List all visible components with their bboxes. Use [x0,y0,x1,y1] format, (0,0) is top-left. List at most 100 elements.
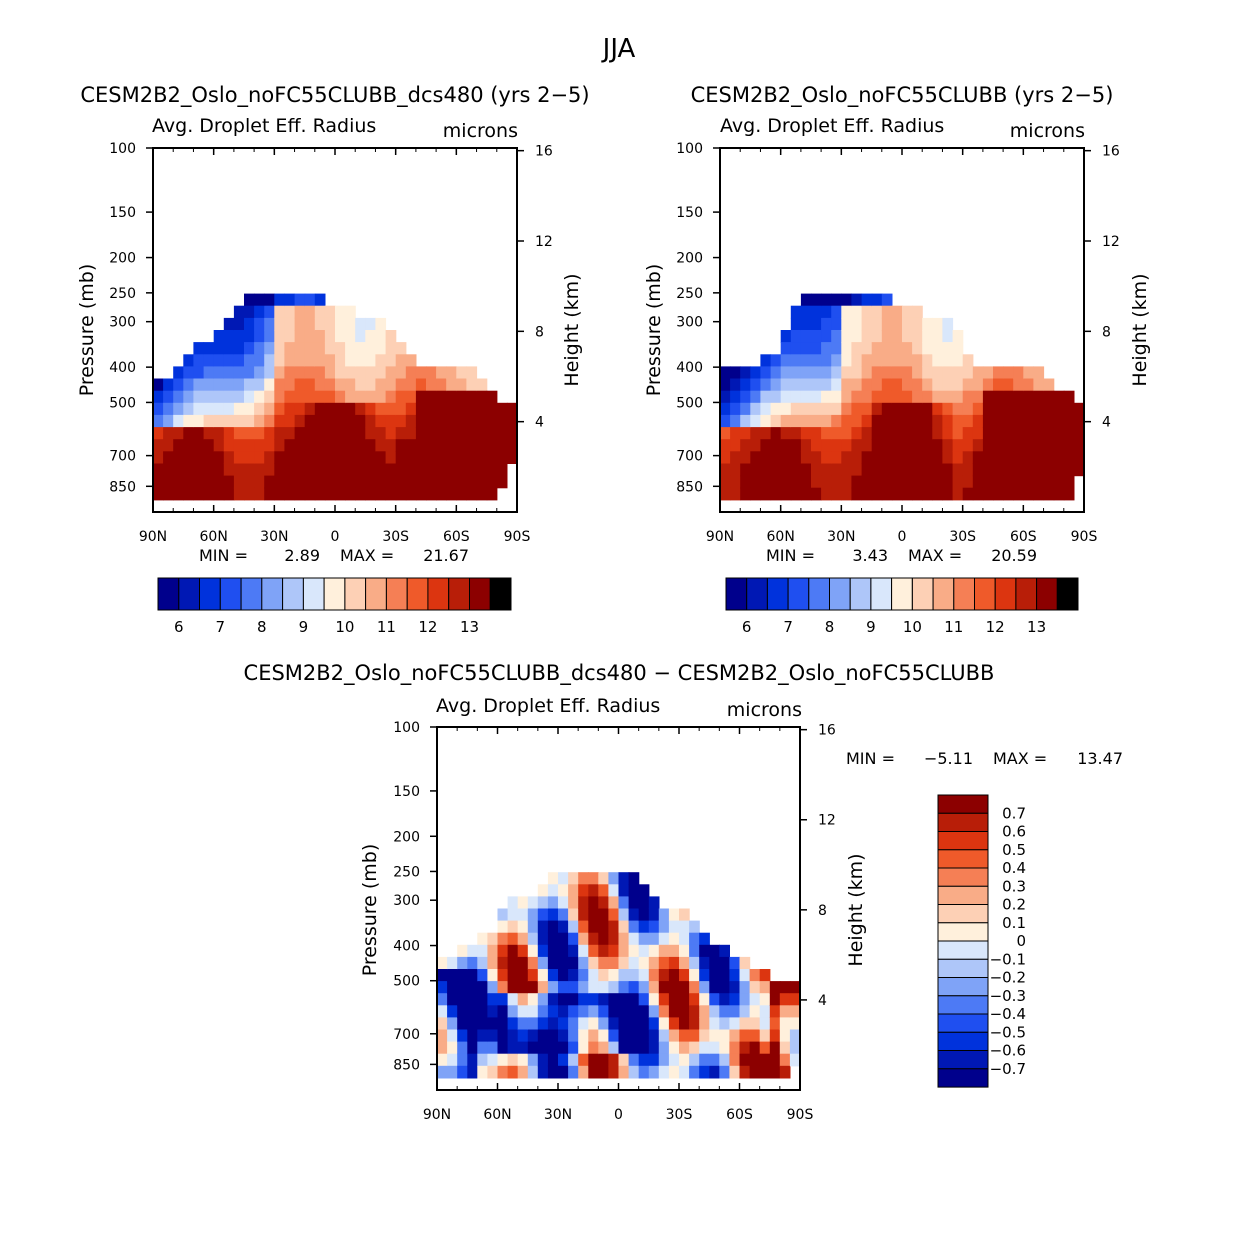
y2-tick-label: 16 [818,723,836,739]
field-cell [304,305,316,319]
field-cell [405,487,417,501]
field-cell [1033,463,1045,477]
field-cell [223,427,235,440]
field-cell [972,451,984,464]
field-cell [841,317,852,331]
field-cell [527,956,539,970]
field-cell [709,944,720,958]
field-cell [294,378,306,392]
field-cell [254,451,265,464]
field-cell [578,993,589,1006]
field-cell [668,1041,680,1055]
field-cell [153,402,164,416]
field-cell [952,330,964,343]
field-cell [1063,414,1075,428]
field-cell [780,378,792,392]
field-cell [841,293,852,307]
field-cell [365,439,376,452]
field-cell [1033,487,1045,501]
field-cell [790,414,802,428]
field-cell [689,956,700,970]
field-cell [467,1065,478,1079]
field-cell [719,993,730,1006]
colorbar-box [937,922,989,942]
field-cell [871,402,883,416]
field-cell [486,402,498,416]
field-cell [294,463,306,477]
field-cell [558,1017,569,1031]
y-tick-label: 200 [676,251,703,267]
field-cell [355,439,366,452]
field-cell [233,402,245,416]
field-cell [932,427,943,440]
field-cell [779,993,791,1006]
field-cell [558,884,569,897]
field-cell [831,414,842,428]
field-cell [729,1065,741,1079]
field-cell [477,1041,488,1055]
field-cell [729,956,741,970]
field-cell [881,463,893,477]
field-cell [861,354,873,367]
field-cell [467,944,478,958]
field-cell [355,487,366,501]
field-cell [780,330,792,343]
field-cell [335,414,346,428]
field-cell [800,390,812,404]
field-cell [1053,463,1065,477]
field-cell [476,427,488,440]
colorbar-box [1015,577,1038,611]
field-cell [608,981,620,994]
colorbar-box [937,977,989,997]
field-cell [457,1029,468,1043]
field-cell [274,378,285,392]
field-cell [861,451,873,464]
field-cell [324,342,336,355]
field-cell [446,427,457,440]
field-cell [507,1005,519,1018]
field-cell [1073,414,1085,428]
field-cell [284,487,296,501]
field-cell [1003,378,1014,392]
field-cell [568,896,579,910]
field-cell [942,475,954,489]
y-tick-label: 850 [676,479,703,495]
field-cell [568,1053,579,1067]
field-cell [932,487,943,501]
field-cell [163,427,174,440]
colorbar-label: −0.4 [990,1005,1026,1023]
field-cell [628,872,640,885]
field-cell [527,1017,539,1031]
field-cell [517,1065,529,1079]
field-cell [254,475,265,489]
field-cell [304,475,316,489]
colorbar-box [937,1050,989,1070]
field-cell [769,981,781,994]
field-cell [163,463,174,477]
field-cell [304,378,316,392]
field-cell [405,463,417,477]
field-cell [153,463,164,477]
field-cell [558,1065,569,1079]
field-cell [618,993,630,1006]
panel-3-plot-area [437,872,801,1079]
field-cell [193,402,205,416]
field-cell [769,1005,781,1018]
field-cell [993,390,1004,404]
field-cell [294,293,306,307]
field-cell [912,378,923,392]
panel-3-units: microns [727,699,802,721]
field-cell [982,414,994,428]
colorbar-box [746,577,768,611]
field-cell [658,969,670,982]
field-cell [264,305,275,319]
field-cell [800,451,812,464]
field-cell [244,342,255,355]
field-cell [254,366,265,380]
panel-1-max-label: MAX = [340,546,394,565]
field-cell [750,414,761,428]
field-cell [982,487,994,501]
field-cell [335,317,346,331]
field-cell [284,342,296,355]
field-cell [203,354,215,367]
